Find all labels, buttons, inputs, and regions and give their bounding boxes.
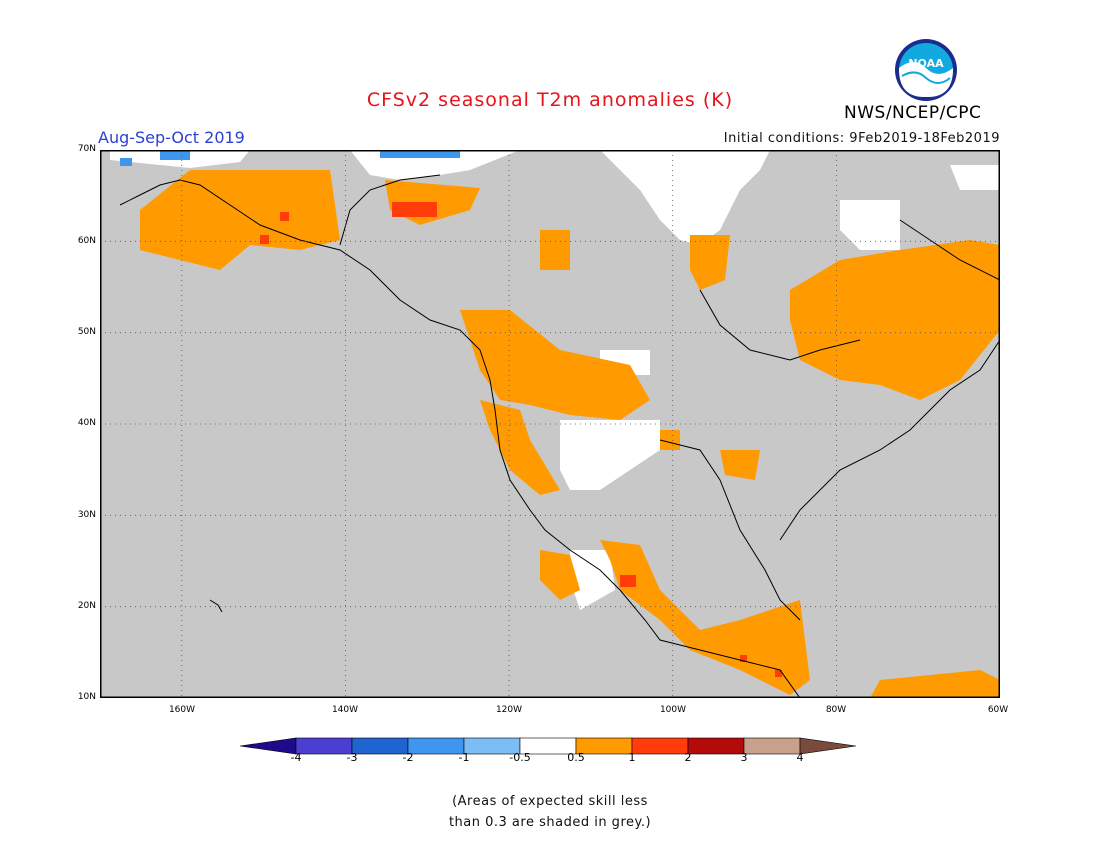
colorbar-tick-label: 3	[740, 751, 748, 764]
colorbar-tick-label: 0.5	[567, 751, 585, 764]
lat-label-50n: 50N	[77, 327, 96, 337]
lat-label-40n: 40N	[77, 418, 96, 428]
lat-label-20n: 20N	[77, 601, 96, 611]
anomaly-map	[100, 150, 1000, 698]
lon-label-100w: 100W	[659, 705, 687, 715]
lon-label-160w: 160W	[168, 705, 196, 715]
colorbar-segment	[799, 737, 857, 755]
lat-label-70n: 70N	[77, 144, 96, 154]
colorbar-tick-label: 4	[796, 751, 804, 764]
cold-anomaly-areas	[120, 150, 460, 166]
colorbar	[240, 737, 857, 755]
lat-label-30n: 30N	[77, 510, 96, 520]
noaa-logo: NOAA	[895, 39, 957, 101]
map-frame	[100, 150, 1000, 698]
strong-warm-areas	[260, 202, 782, 677]
colorbar-tick-label: -3	[346, 751, 358, 764]
lon-label-60w: 60W	[987, 705, 1009, 715]
forecast-period: Aug-Sep-Oct 2019	[98, 128, 245, 147]
gridlines	[100, 150, 1000, 698]
colorbar-tick-label: -0.5	[509, 751, 531, 764]
logo-text: NOAA	[908, 57, 944, 70]
organization-label: NWS/NCEP/CPC	[844, 103, 982, 123]
lon-label-120w: 120W	[495, 705, 523, 715]
skill-note-line-1: (Areas of expected skill less	[452, 794, 648, 809]
colorbar-tick-label: -1	[458, 751, 470, 764]
lon-label-80w: 80W	[825, 705, 847, 715]
lon-label-140w: 140W	[331, 705, 359, 715]
colorbar-tick-label: -2	[402, 751, 414, 764]
skill-note-line-2: than 0.3 are shaded in grey.)	[448, 815, 652, 830]
colorbar-tick-label: -4	[290, 751, 302, 764]
initial-conditions: Initial conditions: 9Feb2019-18Feb2019	[723, 131, 1000, 146]
coastlines	[119, 174, 1000, 698]
skill-note: (Areas of expected skill less than 0.3 a…	[0, 791, 1100, 833]
map-title: CFSv2 seasonal T2m anomalies (K)	[366, 89, 734, 111]
lat-label-10n: 10N	[77, 692, 96, 702]
colorbar-tick-label: 2	[684, 751, 692, 764]
colorbar-tick-label: 1	[628, 751, 636, 764]
colorbar-segments	[240, 737, 857, 755]
lat-label-60n: 60N	[77, 236, 96, 246]
